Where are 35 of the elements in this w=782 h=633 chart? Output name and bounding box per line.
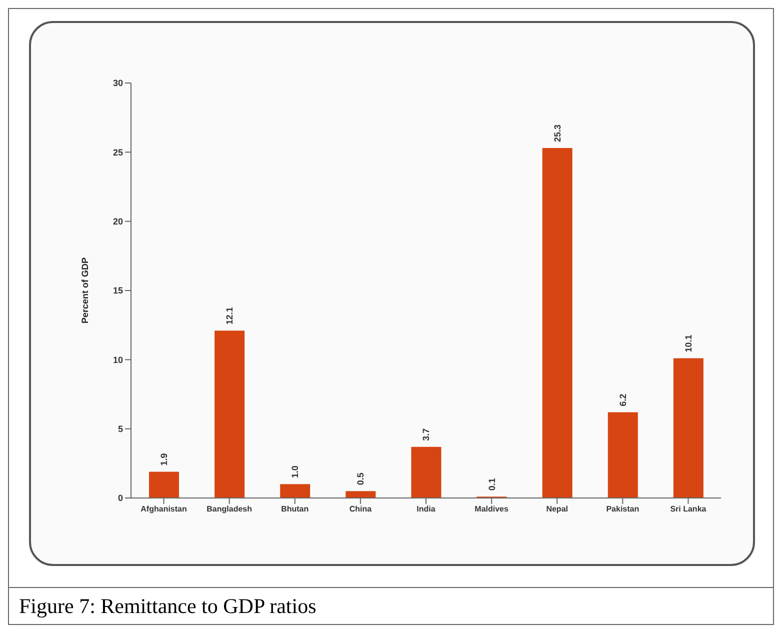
bar — [542, 148, 572, 498]
bar — [411, 446, 442, 498]
y-tick-label: 5 — [118, 424, 123, 434]
data-label: 0.1 — [486, 478, 497, 491]
data-label: 3.7 — [421, 428, 432, 441]
y-tick-label: 15 — [112, 286, 123, 296]
y-tick-label: 25 — [112, 147, 123, 158]
data-label: 12.1 — [224, 307, 235, 325]
y-axis-title: Percent of GDP — [80, 257, 90, 324]
data-label: 1.9 — [159, 453, 169, 466]
data-label: 10.1 — [683, 334, 694, 352]
bar — [149, 472, 179, 498]
data-label: 1.0 — [290, 466, 300, 478]
y-tick-label: 20 — [112, 216, 123, 227]
y-tick-label: 0 — [118, 493, 123, 504]
x-tick-label: India — [416, 504, 436, 514]
data-label: 6.2 — [618, 394, 628, 406]
bar — [673, 358, 704, 498]
y-tick-label: 30 — [112, 78, 123, 88]
x-tick-label: Nepal — [546, 504, 568, 514]
bar — [280, 484, 310, 498]
x-tick-label: Bangladesh — [206, 504, 252, 514]
x-tick-label: Maldives — [474, 504, 509, 514]
caption: Figure 7: Remittance to GDP ratios — [19, 594, 318, 619]
x-tick-label: Sri Lanka — [670, 504, 707, 514]
x-tick-label: Afghanistan — [140, 504, 187, 514]
x-tick-label: China — [349, 504, 372, 514]
data-label: 25.3 — [552, 124, 562, 142]
y-tick-label: 10 — [112, 354, 123, 365]
x-tick-label: Bhutan — [281, 504, 309, 514]
bar — [214, 330, 245, 498]
bar — [346, 491, 376, 498]
bar — [608, 412, 638, 498]
data-label: 0.5 — [356, 472, 366, 486]
x-tick-label: Pakistan — [606, 504, 640, 514]
